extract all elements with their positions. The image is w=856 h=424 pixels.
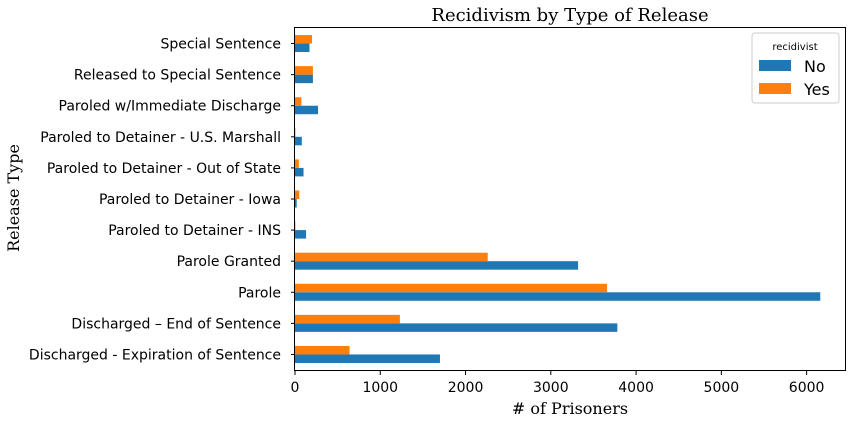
x-tick-label-4: 4000 [618,380,654,396]
legend-swatch-yes [759,83,791,94]
y-tick-label-2: Parole [238,285,281,301]
bar-yes-0 [295,345,350,355]
bar-no-3 [295,261,579,270]
bar-no-5 [295,199,297,208]
legend-label-no: No [804,57,826,76]
y-tick-label-9: Released to Special Sentence [74,68,281,84]
y-tick-label-8: Paroled w/Immediate Discharge [59,99,281,115]
bar-no-2 [295,292,821,301]
y-tick-label-10: Special Sentence [160,37,281,53]
y-tick-label-3: Parole Granted [177,254,281,270]
y-axis-label: Release Type [4,144,23,252]
bar-no-4 [295,230,307,239]
x-tick-label-5: 5000 [704,380,740,396]
x-tick-label-0: 0 [291,380,300,396]
legend-title: recidivist [772,42,817,53]
legend-swatch-no [759,60,791,71]
legend-label-yes: Yes [803,80,830,99]
x-tick-label-1: 1000 [362,380,398,396]
bar-yes-3 [295,252,488,262]
x-axis-label: # of Prisoners [512,399,628,418]
bars-group [295,35,821,363]
y-tick-label-6: Paroled to Detainer - Out of State [47,161,281,177]
bar-no-9 [295,74,313,84]
y-ticks-group: Discharged - Expiration of Sentence Disch… [29,37,295,363]
y-tick-label-1: Discharged – End of Sentence [71,316,281,332]
bar-yes-9 [295,66,313,75]
bar-no-0 [295,354,440,363]
bar-no-6 [295,167,304,177]
bar-yes-1 [295,314,400,324]
y-tick-label-7: Paroled to Detainer - U.S. Marshall [40,130,281,146]
x-tick-label-3: 3000 [533,380,569,396]
y-tick-label-4: Paroled to Detainer - INS [108,223,281,239]
legend: recidivist No Yes [751,32,840,104]
bar-no-7 [295,136,302,146]
x-ticks-group: 0 1000 2000 3000 4000 5000 6000 [291,370,825,396]
x-tick-label-2: 2000 [448,380,484,396]
chart-title: Recidivism by Type of Release [431,5,708,26]
plot-frame [294,27,846,371]
bar-yes-2 [295,283,608,293]
bar-yes-10 [295,35,313,44]
x-tick-label-6: 6000 [789,380,825,396]
bar-yes-6 [295,159,299,168]
bar-yes-8 [295,97,302,106]
bar-no-10 [295,43,310,53]
bar-no-8 [295,105,319,115]
y-tick-label-5: Paroled to Detainer - Iowa [99,192,281,208]
bar-yes-5 [295,190,300,199]
bar-no-1 [295,323,618,332]
y-tick-label-0: Discharged - Expiration of Sentence [29,347,281,363]
